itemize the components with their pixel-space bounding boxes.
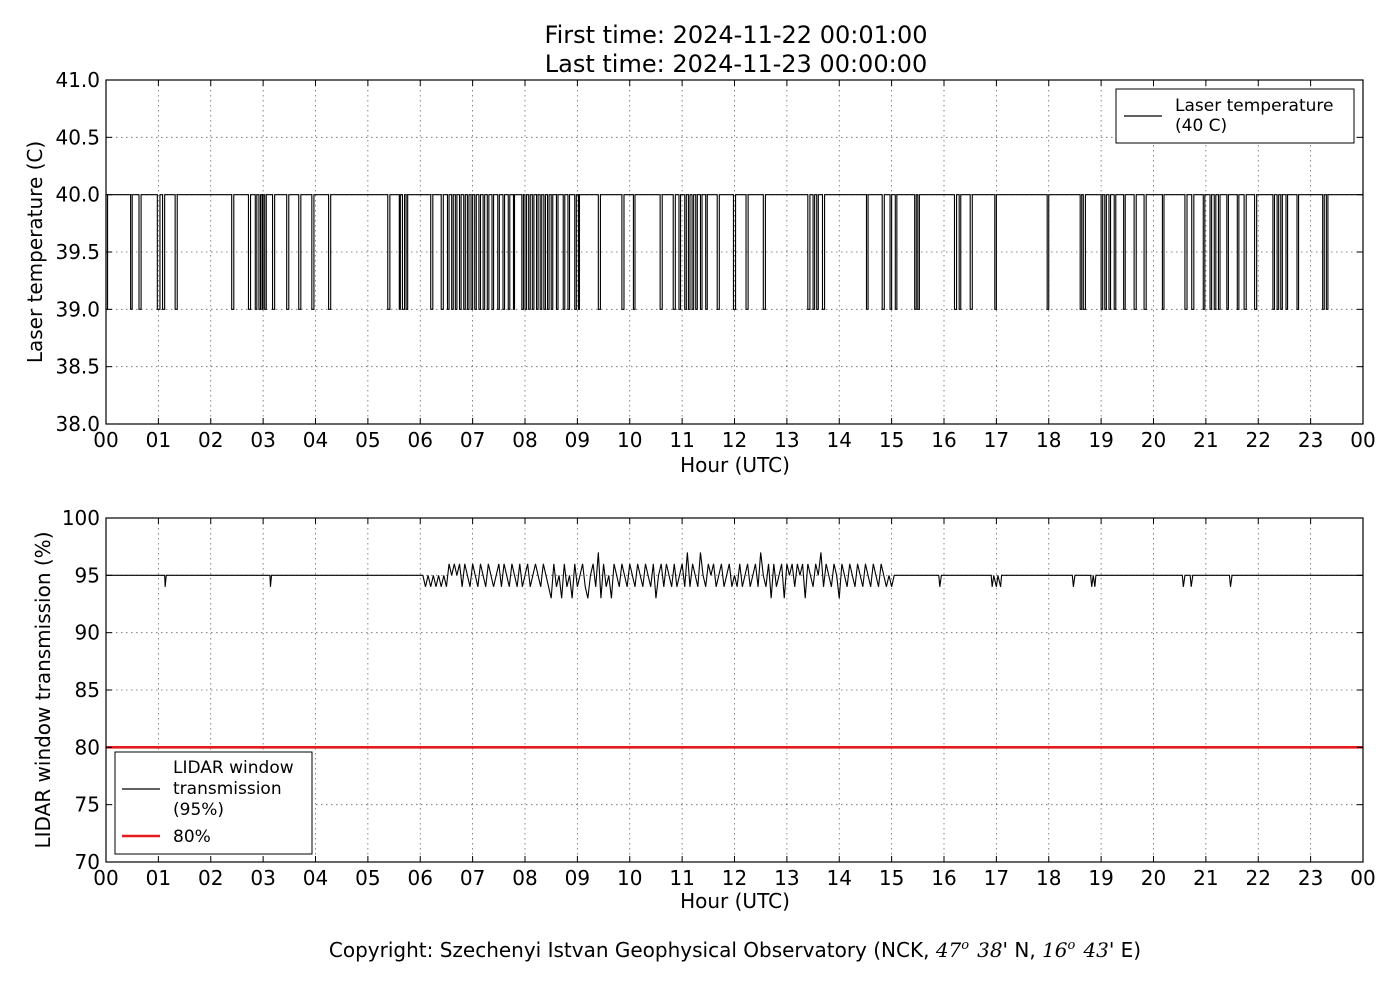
longitude-suffix: ' E) — [1109, 938, 1141, 962]
laser-temperature-x-tick-label: 15 — [879, 428, 904, 452]
lidar-transmission-x-tick-label: 10 — [617, 866, 642, 890]
laser-temperature-y-tick-label: 39.0 — [55, 297, 100, 321]
lidar-transmission-x-tick-label: 13 — [774, 866, 799, 890]
lidar-transmission-legend-label-line-1: LIDAR window — [173, 758, 294, 778]
laser-temperature-series-layer — [105, 194, 1363, 310]
laser-temperature-y-tick-label: 39.5 — [55, 240, 100, 264]
laser-temperature-y-axis-label: Laser temperature (C) — [23, 141, 47, 363]
laser-temperature-y-tick-label: 38.5 — [55, 355, 100, 379]
laser-temperature-y-ticks: 38.0 38.5 39.0 39.5 40.0 40.5 41.0 — [55, 68, 1363, 436]
threshold-legend-label: 80% — [173, 827, 211, 847]
laser-temperature-x-tick-label: 21 — [1193, 428, 1218, 452]
laser-temperature-x-tick-label: 14 — [827, 428, 852, 452]
lidar-transmission-x-tick-label: 05 — [355, 866, 380, 890]
laser-temperature-x-tick-label: 01 — [146, 428, 171, 452]
lidar-transmission-x-axis-label: Hour (UTC) — [680, 889, 790, 913]
lidar-transmission-line — [106, 552, 1363, 599]
laser-temperature-x-tick-label: 18 — [1036, 428, 1061, 452]
figure-title-line-2: Last time: 2024-11-23 00:00:00 — [545, 50, 927, 78]
latitude-minutes: 38 — [977, 938, 1002, 962]
lidar-transmission-x-tick-label: 12 — [722, 866, 747, 890]
laser-temperature-y-tick-label: 40.5 — [55, 125, 100, 149]
lidar-transmission-x-tick-label: 09 — [565, 866, 590, 890]
laser-temperature-x-tick-label: 03 — [250, 428, 275, 452]
longitude-minutes: 43 — [1082, 938, 1108, 962]
laser-temperature-y-tick-label: 41.0 — [55, 68, 100, 92]
lidar-transmission-y-tick-label: 70 — [75, 850, 100, 874]
lidar-transmission-legend: LIDAR window transmission (95%) 80% — [114, 751, 313, 855]
laser-temperature-x-tick-label: 10 — [617, 428, 642, 452]
lidar-transmission-x-tick-label: 23 — [1298, 866, 1323, 890]
laser-temperature-line — [105, 194, 1363, 310]
longitude-degrees: 16 — [1042, 938, 1068, 962]
lidar-transmission-x-tick-label: 11 — [669, 866, 694, 890]
lidar-transmission-x-tick-label: 22 — [1246, 866, 1271, 890]
laser-temperature-x-tick-label: 02 — [198, 428, 223, 452]
laser-temperature-x-tick-label: 19 — [1088, 428, 1113, 452]
lidar-transmission-x-tick-label: 04 — [303, 866, 328, 890]
lidar-transmission-x-tick-label: 14 — [827, 866, 852, 890]
lidar-transmission-x-tick-label: 07 — [460, 866, 485, 890]
lidar-transmission-legend-label-line-3: (95%) — [173, 800, 224, 820]
lidar-transmission-x-tick-label: 00 — [93, 866, 118, 890]
laser-temperature-x-tick-label: 17 — [984, 428, 1009, 452]
laser-temperature-y-tick-label: 38.0 — [55, 412, 100, 436]
lidar-transmission-x-tick-label: 01 — [146, 866, 171, 890]
copyright-footer: Copyright: Szechenyi Istvan Geophysical … — [329, 938, 1141, 962]
lidar-transmission-x-tick-label: 16 — [931, 866, 956, 890]
laser-temperature-x-tick-label: 23 — [1298, 428, 1323, 452]
lidar-transmission-y-tick-label: 75 — [75, 793, 100, 817]
figure-title-line-1: First time: 2024-11-22 00:01:00 — [545, 21, 928, 49]
laser-temperature-x-tick-label: 11 — [669, 428, 694, 452]
lidar-transmission-x-tick-label: 15 — [879, 866, 904, 890]
laser-temperature-x-tick-label: 13 — [774, 428, 799, 452]
lidar-transmission-x-tick-label: 02 — [198, 866, 223, 890]
latitude-degrees: 47 — [935, 938, 962, 962]
laser-temperature-x-tick-label: 07 — [460, 428, 485, 452]
laser-temperature-x-tick-label: 12 — [722, 428, 747, 452]
lidar-transmission-x-tick-label: 17 — [984, 866, 1009, 890]
lidar-transmission-x-tick-label: 00 — [1350, 866, 1375, 890]
laser-temperature-x-tick-label: 05 — [355, 428, 380, 452]
lidar-transmission-series-layer — [106, 552, 1363, 749]
lidar-transmission-y-ticks: 70 75 80 85 90 95 100 — [62, 506, 1363, 874]
lidar-transmission-x-tick-label: 03 — [250, 866, 275, 890]
lidar-transmission-y-tick-label: 85 — [75, 678, 100, 702]
lidar-transmission-y-tick-label: 100 — [62, 506, 100, 530]
lidar-transmission-panel: 00 01 02 03 04 05 06 07 08 09 10 11 12 13 14 15 16 17 18 19… — [31, 506, 1376, 913]
lidar-transmission-x-tick-label: 08 — [512, 866, 537, 890]
laser-temperature-x-tick-label: 04 — [303, 428, 328, 452]
laser-temperature-legend-label-line-2: (40 C) — [1175, 116, 1227, 136]
latitude-degree-mark: o — [961, 938, 969, 953]
laser-temperature-x-tick-label: 20 — [1141, 428, 1166, 452]
laser-temperature-x-tick-label: 08 — [512, 428, 537, 452]
lidar-transmission-x-ticks: 00 01 02 03 04 05 06 07 08 09 10 11 12 13 14 15 16 17 18 19… — [93, 518, 1376, 890]
laser-temperature-y-tick-label: 40.0 — [55, 183, 100, 207]
lidar-transmission-x-tick-label: 21 — [1193, 866, 1218, 890]
laser-temperature-legend-label-line-1: Laser temperature — [1175, 96, 1333, 116]
laser-temperature-x-axis-label: Hour (UTC) — [680, 453, 790, 477]
lidar-transmission-legend-label-line-2: transmission — [173, 779, 282, 799]
laser-temperature-x-tick-label: 22 — [1246, 428, 1271, 452]
laser-temperature-x-tick-label: 09 — [565, 428, 590, 452]
laser-temperature-panel: 00 01 02 03 04 05 06 07 08 09 10 11 12 13 14 15 16 17 18 19… — [23, 68, 1376, 477]
longitude-degree-mark: o — [1068, 938, 1076, 953]
lidar-transmission-x-tick-label: 06 — [408, 866, 433, 890]
laser-temperature-x-tick-label: 06 — [408, 428, 433, 452]
lidar-transmission-x-tick-label: 18 — [1036, 866, 1061, 890]
lidar-transmission-x-tick-label: 20 — [1141, 866, 1166, 890]
copyright-text: Copyright: Szechenyi Istvan Geophysical … — [329, 938, 936, 962]
laser-temperature-x-tick-label: 16 — [931, 428, 956, 452]
lidar-transmission-y-tick-label: 80 — [75, 735, 100, 759]
laser-temperature-x-ticks: 00 01 02 03 04 05 06 07 08 09 10 11 12 13 14 15 16 17 18 19… — [93, 80, 1376, 452]
lidar-transmission-y-axis-label: LIDAR window transmission (%) — [31, 532, 55, 849]
laser-temperature-legend: Laser temperature (40 C) — [1115, 88, 1355, 144]
laser-temperature-x-tick-label: 00 — [93, 428, 118, 452]
lidar-transmission-x-tick-label: 19 — [1088, 866, 1113, 890]
laser-temperature-x-tick-label: 00 — [1350, 428, 1375, 452]
lidar-transmission-y-tick-label: 95 — [75, 563, 100, 587]
lidar-transmission-y-tick-label: 90 — [75, 621, 100, 645]
latitude-suffix: ' N, — [1003, 938, 1043, 962]
